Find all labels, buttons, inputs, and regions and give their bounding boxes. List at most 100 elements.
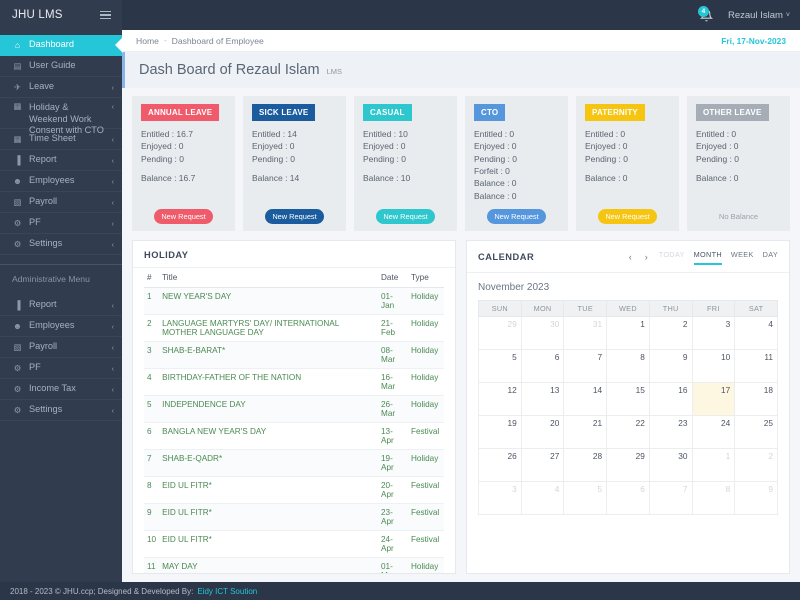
holiday-cell: 3 [144, 341, 160, 369]
calendar-view-week-button[interactable]: WEEK [730, 249, 754, 259]
calendar-day-cell[interactable]: 21 [563, 414, 608, 449]
sidebar-admin-item-report[interactable]: ▐ Report ‹ [0, 295, 122, 316]
calendar-day-cell[interactable]: 2 [734, 447, 778, 482]
hamburger-menu-icon[interactable] [97, 8, 114, 23]
new-request-button[interactable]: New Request [154, 208, 213, 224]
calendar-day-cell[interactable]: 18 [734, 381, 778, 416]
calendar-day-cell[interactable]: 1 [691, 447, 736, 482]
holiday-cell: EID UL FITR* [159, 530, 378, 558]
calendar-day-cell[interactable]: 26 [478, 447, 522, 482]
calendar-day-cell[interactable]: 8 [691, 480, 736, 515]
calendar-day-cell[interactable]: 25 [734, 414, 778, 449]
calendar-day-cell[interactable]: 12 [478, 381, 522, 416]
calendar-view-day-button[interactable]: DAY [762, 249, 778, 259]
calendar-day-cell[interactable]: 8 [606, 348, 650, 383]
holiday-cell: Holiday [408, 368, 444, 396]
footer-link[interactable]: Eidy ICT Soution [197, 586, 258, 596]
user-icon: ☻ [13, 175, 22, 186]
calendar-day-cell[interactable]: 4 [520, 480, 565, 515]
sidebar-item-user-guide[interactable]: ▤ User Guide [0, 56, 122, 77]
nav-item-label: Payroll [29, 341, 58, 352]
new-request-button[interactable]: New Request [598, 208, 657, 224]
sidebar-item-dashboard[interactable]: ⌂ Dashboard [0, 35, 122, 56]
holiday-table-header-row: # Title Date Type [144, 267, 444, 288]
calendar-day-cell[interactable]: 14 [563, 381, 608, 416]
calendar-day-cell[interactable]: 6 [606, 480, 650, 515]
chevron-left-icon: ‹ [111, 155, 115, 165]
sidebar-item-payroll[interactable]: ▧ Payroll ‹ [0, 192, 122, 213]
calendar-day-cell[interactable]: 2 [648, 315, 693, 350]
holiday-table: # Title Date Type 1 NEW YEAR'S DAY 01-Jan Holi… [144, 267, 444, 573]
chart-bar-icon: ▐ [14, 299, 21, 310]
calendar-day-cell[interactable]: 19 [478, 414, 522, 449]
holiday-cell: Festival [408, 476, 444, 504]
calendar-day-cell[interactable]: 31 [563, 315, 608, 350]
calendar-day-cell[interactable]: 23 [648, 414, 693, 449]
calendar-day-cell[interactable]: 7 [648, 480, 693, 515]
calendar-day-cell[interactable]: 20 [520, 414, 565, 449]
calendar-day-cell[interactable]: 3 [691, 315, 736, 350]
calendar-day-cell[interactable]: 1 [606, 315, 650, 350]
leave-stat: Entitled : 14 [252, 129, 297, 139]
breadcrumb-home[interactable]: Home [136, 35, 159, 46]
calendar-day-cell[interactable]: 24 [691, 414, 736, 449]
calendar-day-cell[interactable]: 27 [520, 447, 565, 482]
leave-card: CASUAL Entitled : 10 Enjoyed : 0 Pending : … [354, 96, 457, 231]
notification-bell-icon[interactable]: 4 [697, 6, 716, 24]
calendar-day-cell[interactable]: 5 [478, 348, 522, 383]
new-request-button[interactable]: New Request [376, 208, 435, 224]
sidebar-item-employees[interactable]: ☻ Employees ‹ [0, 171, 122, 192]
calendar-day-cell[interactable]: 7 [563, 348, 608, 383]
calendar-day-cell[interactable]: 30 [648, 447, 693, 482]
sidebar-item-pf[interactable]: ⚙ PF ‹ [0, 213, 122, 234]
calendar-next-button[interactable]: › [644, 252, 648, 263]
content-region: ANNUAL LEAVE Entitled : 16.7 Enjoyed : 0 Pe… [122, 88, 800, 600]
holiday-panel-body: # Title Date Type 1 NEW YEAR'S DAY 01-Jan Holi… [133, 267, 455, 573]
sidebar-admin-item-income-tax[interactable]: ⚙ Income Tax ‹ [0, 379, 122, 400]
calendar-day-cell[interactable]: 22 [606, 414, 650, 449]
sidebar-admin-item-pf[interactable]: ⚙ PF ‹ [0, 358, 122, 379]
holiday-cell: 4 [144, 368, 160, 396]
calendar-weekday-header: FRI [691, 299, 736, 317]
calendar-day-cell[interactable]: 11 [734, 348, 778, 383]
leave-stat: Pending : 0 [141, 153, 185, 164]
new-request-button[interactable]: New Request [265, 208, 324, 224]
calendar-day-cell[interactable]: 5 [563, 480, 608, 515]
sidebar-item-leave[interactable]: ✈ Leave ‹ [0, 77, 122, 98]
holiday-cell: 08-Mar [378, 341, 408, 369]
calendar-day-cell[interactable]: 3 [478, 480, 522, 515]
calendar-day-cell[interactable]: 28 [563, 447, 608, 482]
sidebar-admin-item-employees[interactable]: ☻ Employees ‹ [0, 316, 122, 337]
calendar-weekday-header: MON [520, 299, 565, 317]
sidebar-admin-item-payroll[interactable]: ▧ Payroll ‹ [0, 337, 122, 358]
calendar-day-cell[interactable]: 15 [606, 381, 650, 416]
calendar-day-cell[interactable]: 4 [734, 315, 778, 350]
calendar-day-cell[interactable]: 29 [606, 447, 650, 482]
leave-action-wrap: No Balance [696, 202, 781, 224]
calendar-day-cell[interactable]: 9 [734, 480, 778, 515]
briefcase-icon: ⚙ [13, 217, 22, 228]
sidebar-item-report[interactable]: ▐ Report ‹ [0, 150, 122, 171]
calendar-day-cell[interactable]: 6 [520, 348, 565, 383]
new-request-button[interactable]: New Request [487, 208, 546, 224]
leave-stats: Entitled : 14 Enjoyed : 0 Pending : 0 [252, 128, 337, 165]
sidebar-admin-item-settings[interactable]: ⚙ Settings ‹ [0, 400, 122, 421]
sidebar-item-time-sheet[interactable]: ▦ Time Sheet ‹ [0, 129, 122, 150]
sidebar-item-holiday-weekend-work-consent-with-cto[interactable]: ▦ Holiday & Weekend Work Consent with CTO… [0, 98, 122, 135]
calendar-weekday-header: WED [606, 299, 650, 317]
calendar-day-today[interactable]: 17 [691, 381, 736, 416]
calendar-day-cell[interactable]: 30 [520, 315, 565, 350]
calendar-day-cell[interactable]: 9 [648, 348, 693, 383]
user-menu[interactable]: Rezaul Islam ˅ [728, 10, 790, 21]
leave-stat: Pending : 0 [252, 153, 296, 164]
calendar-day-cell[interactable]: 13 [520, 381, 565, 416]
sidebar-item-settings[interactable]: ⚙ Settings ‹ [0, 234, 122, 255]
calendar-day-cell[interactable]: 16 [648, 381, 693, 416]
calendar-day-cell[interactable]: 29 [478, 315, 522, 350]
calendar-prev-button[interactable]: ‹ [628, 252, 632, 263]
calendar-view-month-button[interactable]: MONTH [693, 250, 722, 265]
chevron-left-icon: ‹ [111, 176, 115, 186]
calendar-day-cell[interactable]: 10 [691, 348, 736, 383]
